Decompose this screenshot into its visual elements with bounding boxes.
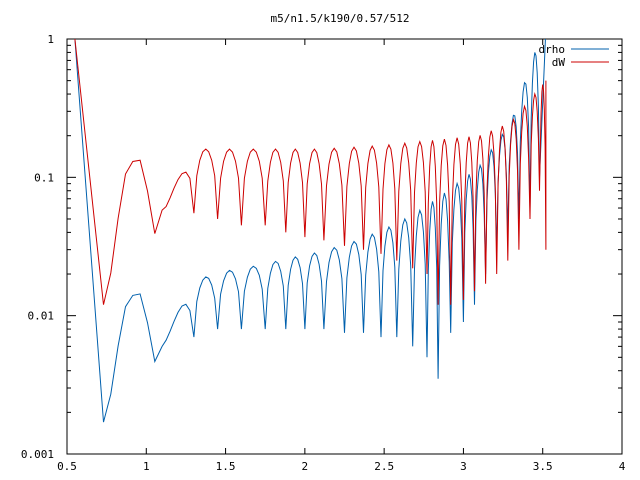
chart-title: m5/n1.5/k190/0.57/512 [270, 12, 409, 25]
plot-frame [66, 38, 623, 455]
series-line-dW [74, 39, 547, 305]
legend-label: drho [539, 43, 566, 56]
axes: 0.5 1 1.5 2 2.5 3 3.5 4 0.001 0.01 0.1 1 [21, 33, 626, 473]
legend-label: dW [552, 56, 566, 69]
x-tick-label: 1 [143, 460, 150, 473]
x-tick-label: 1.5 [216, 460, 236, 473]
y-tick-label: 0.001 [21, 448, 54, 461]
x-tick-label: 2.5 [374, 460, 394, 473]
series-layer [74, 39, 547, 423]
x-tick-label: 0.5 [57, 460, 77, 473]
y-tick-label: 0.1 [34, 171, 54, 184]
x-tick-label: 3.5 [533, 460, 553, 473]
x-tick-label: 4 [619, 460, 626, 473]
x-tick-label: 3 [460, 460, 467, 473]
x-tick-label: 2 [302, 460, 309, 473]
y-tick-label: 0.01 [28, 310, 55, 323]
y-tick-label: 1 [47, 33, 54, 46]
